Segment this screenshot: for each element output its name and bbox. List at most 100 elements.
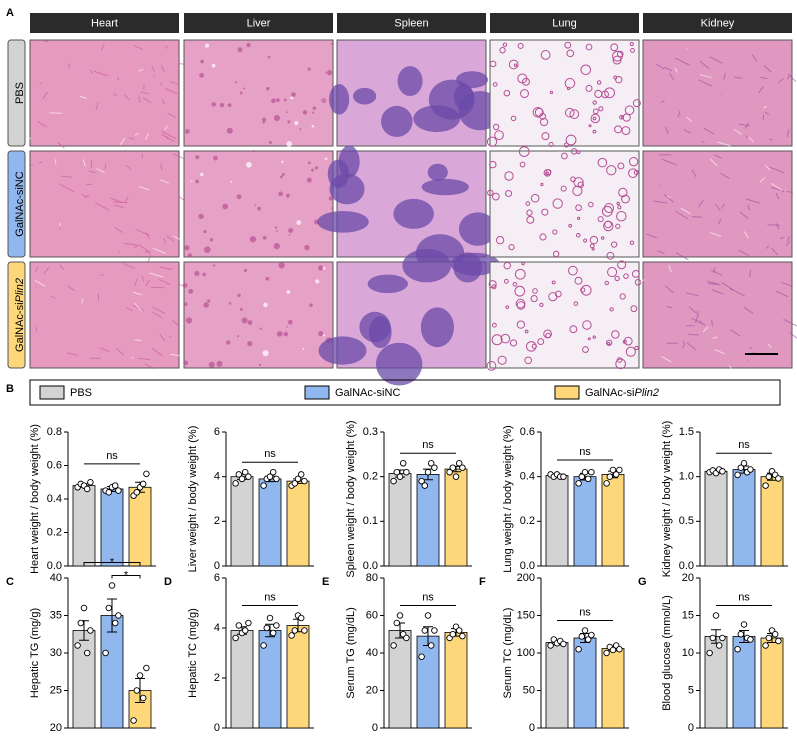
tissue-feature [548, 141, 554, 148]
tissue-feature [685, 48, 688, 51]
tissue-feature [564, 41, 572, 49]
tissue-feature [317, 265, 324, 271]
tissue-feature [252, 150, 255, 153]
tissue-feature [169, 335, 172, 338]
tissue-feature [711, 319, 713, 327]
tissue-feature [592, 100, 597, 105]
tissue-feature [161, 130, 177, 140]
tissue-feature [540, 182, 544, 187]
label-part: GalNAc-siNC [14, 171, 26, 236]
tissue-feature [128, 137, 135, 140]
histology-image [486, 260, 642, 371]
data-point [740, 460, 748, 467]
data-point [294, 475, 302, 483]
tissue-feature [592, 116, 597, 121]
tissue-feature [29, 137, 32, 140]
data-point [83, 649, 91, 657]
bar [601, 474, 625, 567]
tissue-feature [530, 193, 540, 203]
tissue-feature [67, 285, 76, 292]
bar [416, 474, 440, 567]
y-tick-label: 0.0 [520, 560, 535, 572]
y-tick-label: 0.6 [47, 459, 62, 471]
data-point [396, 473, 404, 480]
tissue-feature [35, 326, 38, 332]
tissue-feature [591, 247, 595, 251]
data-point [584, 636, 592, 643]
tissue-feature [285, 193, 290, 198]
tissue-feature [41, 39, 49, 43]
tissue-feature [603, 220, 614, 232]
y-axis-label: Liver weight / body weight (%) [187, 426, 199, 573]
tissue-feature [151, 311, 163, 319]
tissue-feature [173, 235, 182, 241]
y-tick-label: 0 [214, 560, 220, 572]
y-tick-label: 10 [682, 647, 694, 659]
data-point [719, 634, 726, 642]
significance-label: ns [422, 439, 434, 451]
data-point [765, 634, 773, 642]
data-point [235, 471, 243, 478]
tissue-feature [236, 194, 242, 200]
histology-image [640, 261, 797, 374]
tissue-feature [104, 163, 107, 169]
tissue-feature [115, 347, 124, 356]
tissue-feature [508, 244, 515, 251]
tissue-feature [568, 265, 578, 276]
tissue-feature [763, 105, 767, 109]
significance-label: ns [264, 448, 276, 460]
data-point [578, 633, 586, 640]
tissue-feature [312, 106, 317, 111]
tissue-feature [290, 96, 294, 100]
tissue-feature [597, 216, 604, 223]
tissue-feature [274, 226, 278, 229]
row-label: PBS [14, 82, 26, 104]
bar [72, 485, 96, 567]
tissue-feature [168, 267, 173, 271]
tissue-feature [159, 333, 166, 342]
y-tick-label: 1.5 [679, 426, 694, 438]
data-point [297, 614, 305, 622]
data-point [111, 482, 119, 489]
tissue-feature [312, 111, 315, 114]
column-header-bg [643, 13, 792, 33]
tissue-feature [259, 327, 262, 330]
tissue-feature [738, 123, 750, 127]
tissue-feature [170, 353, 185, 357]
panel-letter: B [6, 383, 14, 395]
data-point [74, 642, 81, 649]
tissue-feature [247, 320, 253, 325]
tissue-feature [219, 102, 225, 108]
tissue-feature [266, 86, 270, 91]
tissue-feature [491, 322, 497, 328]
tissue-feature [770, 247, 779, 256]
tissue-feature [615, 223, 621, 229]
y-tick-label: 0 [372, 722, 378, 734]
tissue-feature [596, 80, 602, 85]
tissue-feature [728, 365, 735, 374]
tissue-feature [208, 361, 215, 368]
tissue-feature [132, 291, 143, 296]
tissue-feature [57, 142, 65, 149]
bar [100, 488, 124, 567]
tissue-feature [615, 358, 626, 370]
tissue-feature [688, 306, 698, 314]
data-point [393, 468, 401, 476]
tissue-feature [564, 107, 575, 118]
bar [230, 630, 254, 729]
tissue-feature [262, 117, 267, 122]
tissue-feature [134, 339, 142, 342]
tissue-feature [34, 266, 39, 273]
data-point [260, 642, 267, 649]
tissue-feature [495, 236, 505, 245]
tissue-feature [592, 108, 599, 115]
data-point [612, 471, 620, 478]
panel-letter: F [479, 576, 486, 588]
bar [258, 478, 282, 567]
tissue-feature [610, 241, 618, 248]
tissue-feature [123, 263, 135, 269]
tissue-feature [90, 69, 94, 74]
tissue-feature [661, 355, 672, 363]
tissue-feature [204, 246, 211, 253]
legend-swatch [554, 385, 580, 400]
